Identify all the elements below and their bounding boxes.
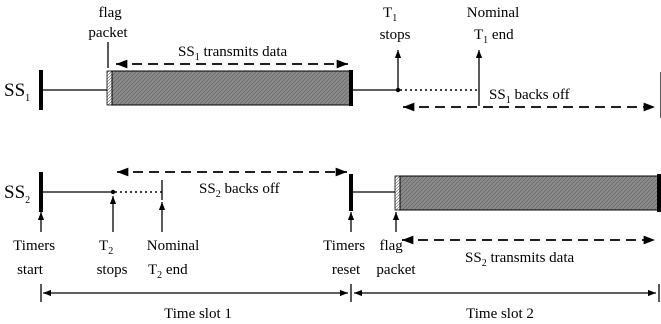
timers-reset-label: Timers reset xyxy=(323,238,369,278)
flag-packet-label-2: flag packet xyxy=(376,238,416,278)
nominal-t2-end-label-2: T2 end xyxy=(148,262,188,281)
ss2-backs-off-label: SS2 backs off xyxy=(199,181,280,200)
t2-stops-point xyxy=(110,189,116,195)
ss2-label: SS2 xyxy=(4,182,30,206)
ss2-data-block xyxy=(399,175,660,211)
t2-stops-label: T2 stops xyxy=(97,238,128,278)
time-slot-1-label: Time slot 1 xyxy=(164,306,232,322)
nominal-t1-end-label-2: T1 end xyxy=(474,27,514,46)
ss2-flag-packet-block xyxy=(394,175,401,211)
timers-start-label: Timers start xyxy=(13,238,59,278)
t1-stops-point xyxy=(395,87,401,93)
time-slot-2-label: Time slot 2 xyxy=(466,306,534,322)
ss1-data-block xyxy=(111,70,352,106)
nominal-t2-end-label: Nominal xyxy=(147,238,200,254)
flag-packet-label-1: flag packet xyxy=(88,5,128,41)
nominal-t1-end-label: Nominal xyxy=(467,5,520,21)
ss1-label: SS1 xyxy=(4,80,30,104)
ss1-row: SS1 xyxy=(4,50,661,118)
time-slot-axis: Time slot 1 Time slot 2 xyxy=(40,284,660,322)
ss1-flag-packet-block xyxy=(106,70,113,106)
ss2-transmits-label: SS2 transmits data xyxy=(465,250,575,269)
ss2-row: SS2 xyxy=(4,167,661,212)
ss1-transmits-label: SS1 transmits data xyxy=(178,44,288,63)
t1-stops-label: T1 stops xyxy=(380,5,411,43)
ss1-backs-off-label: SS1 backs off xyxy=(489,87,570,106)
